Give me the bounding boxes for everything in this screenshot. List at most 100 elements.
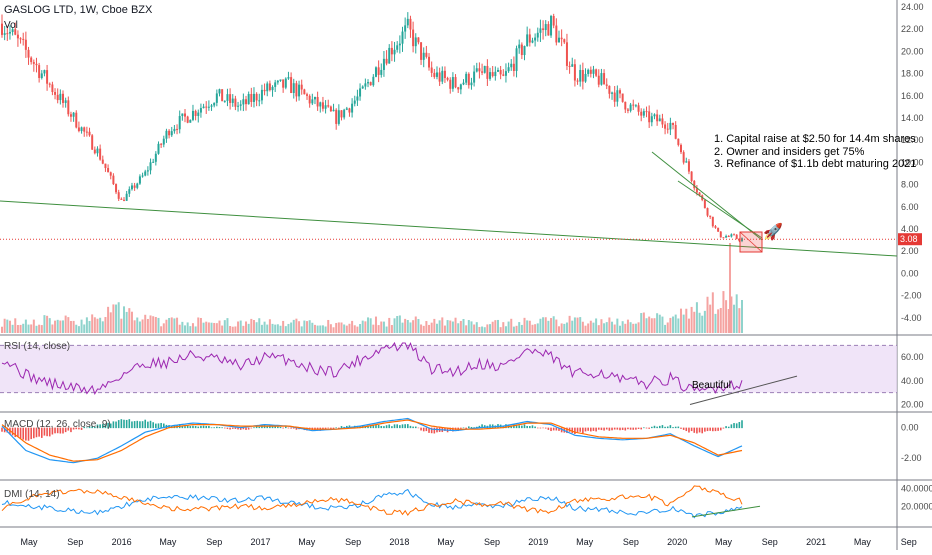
macd-hist-bar bbox=[417, 427, 420, 429]
macd-hist-bar bbox=[19, 427, 22, 439]
candle-body bbox=[51, 84, 54, 93]
macd-hist-bar bbox=[396, 424, 398, 429]
macd-hist-bar bbox=[213, 427, 215, 429]
candle-body bbox=[205, 106, 208, 108]
macd-hist-bar bbox=[266, 425, 269, 429]
volume-bar bbox=[677, 318, 680, 333]
price-tick-label: 22.00 bbox=[901, 24, 924, 34]
volume-bar bbox=[462, 318, 465, 333]
macd-hist-bar bbox=[279, 426, 282, 429]
volume-bar bbox=[11, 324, 14, 333]
candle-body bbox=[14, 29, 17, 35]
candle-body bbox=[425, 52, 428, 57]
time-axis-label: Sep bbox=[345, 537, 361, 547]
macd-hist-bar bbox=[661, 425, 664, 429]
candle-body bbox=[727, 236, 730, 238]
candle-body bbox=[486, 65, 489, 79]
macd-hist-bar bbox=[327, 427, 330, 429]
volume-bar bbox=[319, 325, 322, 333]
macd-hist-bar bbox=[672, 427, 674, 429]
macd-hist-bar bbox=[186, 425, 189, 429]
candle-body bbox=[406, 18, 409, 26]
volume-bar bbox=[329, 324, 332, 333]
macd-hist-bar bbox=[531, 425, 534, 429]
volume-bar bbox=[645, 318, 648, 333]
time-axis-label: May bbox=[298, 537, 316, 547]
candle-body bbox=[112, 175, 115, 185]
candle-body bbox=[709, 215, 712, 217]
volume-bar bbox=[489, 324, 492, 333]
candle-body bbox=[340, 110, 343, 118]
rsi-tick-label: 40.00 bbox=[901, 376, 924, 386]
candle-body bbox=[85, 131, 88, 133]
candle-body bbox=[38, 65, 41, 78]
volume-bar bbox=[725, 300, 728, 333]
macd-tick-label: 0.00 bbox=[901, 423, 919, 433]
macd-hist-bar bbox=[478, 425, 481, 429]
candle-body bbox=[165, 130, 168, 139]
volume-bar bbox=[547, 320, 550, 333]
macd-hist-bar bbox=[99, 424, 101, 429]
volume-bar bbox=[284, 326, 287, 333]
macd-hist-bar bbox=[621, 427, 624, 430]
candle-body bbox=[69, 114, 72, 117]
candle-body bbox=[46, 70, 49, 84]
dmi-plus-line bbox=[1, 488, 743, 519]
candle-body bbox=[242, 99, 245, 105]
candle-body bbox=[502, 74, 505, 76]
volume-bar bbox=[85, 317, 88, 333]
candle-body bbox=[321, 102, 324, 109]
volume-bar bbox=[38, 324, 41, 333]
volume-bar bbox=[242, 325, 245, 333]
volume-bar bbox=[199, 317, 202, 333]
candle-body bbox=[345, 108, 348, 110]
price-tick-label: -4.00 bbox=[901, 313, 922, 323]
volume-bar bbox=[523, 317, 526, 333]
volume-bar bbox=[263, 321, 266, 333]
volume-bar bbox=[542, 317, 545, 333]
volume-bar bbox=[679, 308, 682, 333]
candle-body bbox=[457, 87, 460, 90]
candle-body bbox=[454, 77, 457, 88]
candle-body bbox=[542, 28, 545, 31]
candle-body bbox=[494, 71, 497, 77]
macd-hist-bar bbox=[56, 427, 59, 434]
macd-hist-bar bbox=[83, 426, 86, 429]
volume-bar bbox=[221, 325, 224, 333]
volume-bar bbox=[518, 322, 521, 333]
candle-body bbox=[284, 78, 287, 88]
volume-bar bbox=[507, 321, 510, 333]
volume-bar bbox=[502, 322, 505, 333]
candle-body bbox=[507, 67, 510, 72]
macd-hist-bar bbox=[696, 427, 698, 434]
volume-bar bbox=[512, 326, 515, 333]
highlight-box-diagonal bbox=[739, 231, 763, 253]
macd-hist-bar bbox=[629, 427, 632, 430]
macd-hist-bar bbox=[587, 427, 589, 431]
candle-body bbox=[637, 105, 640, 112]
macd-hist-bar bbox=[719, 427, 722, 431]
volume-bar bbox=[295, 318, 298, 333]
candle-body bbox=[616, 90, 619, 102]
macd-hist-bar bbox=[518, 425, 521, 429]
macd-hist-bar bbox=[536, 427, 539, 429]
rsi-tick-label: 20.00 bbox=[901, 399, 924, 409]
volume-bar bbox=[361, 320, 364, 333]
last-price-tag bbox=[898, 233, 922, 246]
candle-body bbox=[401, 31, 404, 44]
macd-hist-bar bbox=[35, 427, 38, 438]
volume-bar bbox=[603, 323, 606, 333]
macd-hist-bar bbox=[3, 427, 6, 433]
volume-bar bbox=[388, 317, 391, 333]
time-axis-label: May bbox=[576, 537, 594, 547]
macd-hist-bar bbox=[157, 423, 160, 429]
price-tick-label: 20.00 bbox=[901, 46, 924, 56]
macd-hist-bar bbox=[152, 422, 154, 429]
candle-body bbox=[221, 89, 224, 102]
macd-hist-bar bbox=[704, 427, 706, 432]
candle-body bbox=[356, 96, 359, 101]
candle-body bbox=[738, 238, 741, 242]
candle-body bbox=[83, 127, 86, 132]
